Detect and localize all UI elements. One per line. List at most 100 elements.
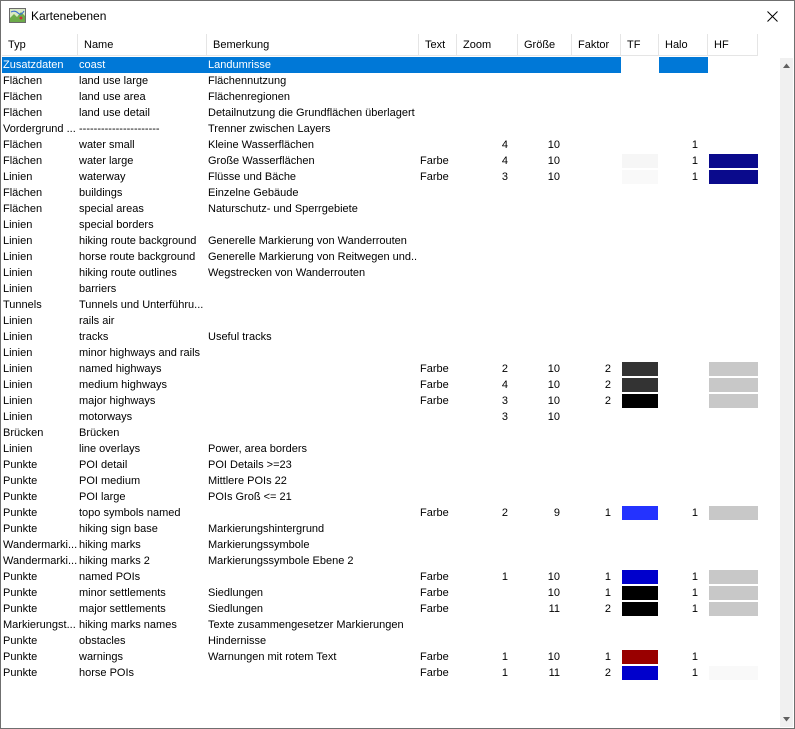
table-row[interactable]: Linien minor highways and rails [2, 345, 780, 361]
column-header-bemerkung[interactable]: Bemerkung [207, 34, 419, 56]
chevron-up-icon [783, 63, 790, 68]
table-row[interactable]: Linien hiking route outlines Wegstrecken v… [2, 265, 780, 281]
column-header-text[interactable]: Text [419, 34, 457, 56]
color-swatch-tf [622, 586, 658, 600]
column-header-zoom[interactable]: Zoom [457, 34, 518, 56]
table-row[interactable]: Punkte POI large POIs Groß <= 21 [2, 489, 780, 505]
cell-groesse [519, 185, 560, 201]
table-row[interactable]: Punkte hiking sign base Markierungshinterg… [2, 521, 780, 537]
cell-groesse [519, 281, 560, 297]
table-row[interactable]: Punkte topo symbols named Farbe 2 9 1 1 [2, 505, 780, 521]
column-header-faktor[interactable]: Faktor [572, 34, 621, 56]
table-row[interactable]: Linien medium highways Farbe 4 10 2 [2, 377, 780, 393]
table-row[interactable]: Linien waterway Flüsse und Bäche Farbe 3 10 1 [2, 169, 780, 185]
table-row[interactable]: Tunnels Tunnels und Unterführu... [2, 297, 780, 313]
cell-zoom [458, 73, 508, 89]
table-row[interactable]: Punkte minor settlements Siedlungen Farbe 10… [2, 585, 780, 601]
table-row[interactable]: Flächen special areas Naturschutz- und Spe… [2, 201, 780, 217]
cell-text [420, 633, 456, 649]
color-swatch-hf [709, 394, 758, 408]
table-row[interactable]: Punkte POI medium Mittlere POIs 22 [2, 473, 780, 489]
table-row[interactable]: Punkte obstacles Hindernisse [2, 633, 780, 649]
table-row[interactable]: Flächen buildings Einzelne Gebäude [2, 185, 780, 201]
table-row[interactable]: Linien major highways Farbe 3 10 2 [2, 393, 780, 409]
table-row[interactable]: Linien rails air [2, 313, 780, 329]
color-swatch-tf [622, 538, 658, 552]
cell-halo [660, 377, 698, 393]
column-header-hf[interactable]: HF [708, 34, 758, 56]
cell-text [420, 537, 456, 553]
color-swatch-tf [622, 506, 658, 520]
cell-typ: Punkte [3, 459, 38, 471]
cell-bemerkung [208, 281, 418, 297]
cell-bemerkung [208, 569, 418, 585]
cell-name: named highways [79, 363, 162, 375]
cell-name: ---------------------- [79, 123, 160, 135]
color-swatch-hf [709, 602, 758, 616]
cell-groesse [519, 425, 560, 441]
cell-typ: Linien [3, 315, 33, 327]
table-row[interactable]: Flächen water large Große Wasserflächen Far… [2, 153, 780, 169]
table-row[interactable]: Wandermarki... hiking marks 2 Markierungss… [2, 553, 780, 569]
table-row[interactable]: Linien special borders [2, 217, 780, 233]
color-swatch-tf [622, 202, 658, 216]
table-row[interactable]: Linien hiking route background Generelle M… [2, 233, 780, 249]
cell-halo [660, 441, 698, 457]
cell-typ: Flächen [3, 155, 43, 167]
table-row[interactable]: Linien tracks Useful tracks [2, 329, 780, 345]
cell-typ: Flächen [3, 203, 43, 215]
table-row[interactable]: Brücken Brücken [2, 425, 780, 441]
cell-text [420, 329, 456, 345]
table-row[interactable]: Flächen land use large Flächennutzung [2, 73, 780, 89]
column-header-tf[interactable]: TF [621, 34, 659, 56]
table-row[interactable]: Markierungst... hiking marks names Texte z… [2, 617, 780, 633]
cell-bemerkung: Generelle Markierung von Reitwegen und..… [208, 251, 418, 263]
table-row[interactable]: Flächen land use area Flächenregionen [2, 89, 780, 105]
cell-name: hiking route background [79, 235, 197, 247]
color-swatch-hf [709, 122, 758, 136]
color-swatch-tf [622, 106, 658, 120]
cell-halo [660, 409, 698, 425]
column-header-halo[interactable]: Halo [659, 34, 708, 56]
cell-typ: Vordergrund ... [3, 123, 76, 135]
cell-bemerkung: POI Details >=23 [208, 459, 292, 471]
cell-typ: Linien [3, 443, 33, 455]
table-row[interactable]: Punkte warnings Warnungen mit rotem Text Fa… [2, 649, 780, 665]
layer-list[interactable]: Typ Name Bemerkung Text Zoom Größe Faktor TF Hal… [2, 34, 780, 727]
cell-text [420, 425, 456, 441]
scroll-down-button[interactable] [780, 712, 793, 727]
cell-typ: Punkte [3, 507, 38, 519]
table-row[interactable]: Linien barriers [2, 281, 780, 297]
scroll-up-button[interactable] [780, 58, 793, 73]
table-row[interactable]: Linien motorways 3 10 [2, 409, 780, 425]
cell-bemerkung: Detailnutzung die Grundflächen überlager… [208, 107, 415, 119]
table-row[interactable]: Punkte named POIs Farbe 1 10 1 1 [2, 569, 780, 585]
cell-name: coast [79, 59, 106, 71]
close-button[interactable] [750, 1, 794, 31]
vertical-scrollbar[interactable] [780, 58, 793, 727]
table-row[interactable]: Zusatzdaten coast Landumrisse [2, 57, 780, 73]
table-row[interactable]: Flächen water small Kleine Wasserflächen 4 1… [2, 137, 780, 153]
cell-text: Farbe [420, 379, 449, 391]
color-swatch-hf [709, 266, 758, 280]
column-header-name[interactable]: Name [78, 34, 207, 56]
cell-faktor [573, 345, 611, 361]
table-row[interactable]: Linien horse route background Generelle Ma… [2, 249, 780, 265]
cell-text: Farbe [420, 155, 449, 167]
table-row[interactable]: Linien named highways Farbe 2 10 2 [2, 361, 780, 377]
cell-zoom: 3 [501, 395, 508, 407]
column-header-groesse[interactable]: Größe [518, 34, 572, 56]
color-swatch-hf [709, 378, 758, 392]
table-row[interactable]: Linien line overlays Power, area borders [2, 441, 780, 457]
table-row[interactable]: Vordergrund ... ---------------------- Tre… [2, 121, 780, 137]
cell-typ: Linien [3, 251, 33, 263]
table-row[interactable]: Punkte major settlements Siedlungen Farbe 11… [2, 601, 780, 617]
table-row[interactable]: Punkte POI detail POI Details >=23 [2, 457, 780, 473]
table-row[interactable]: Punkte horse POIs Farbe 1 11 2 1 [2, 665, 780, 681]
table-row[interactable]: Flächen land use detail Detailnutzung die … [2, 105, 780, 121]
cell-halo [660, 617, 698, 633]
cell-halo [660, 217, 698, 233]
table-row[interactable]: Wandermarki... hiking marks Markierungssym… [2, 537, 780, 553]
column-header-typ[interactable]: Typ [2, 34, 78, 56]
list-header: Typ Name Bemerkung Text Zoom Größe Faktor TF Hal… [2, 34, 780, 57]
